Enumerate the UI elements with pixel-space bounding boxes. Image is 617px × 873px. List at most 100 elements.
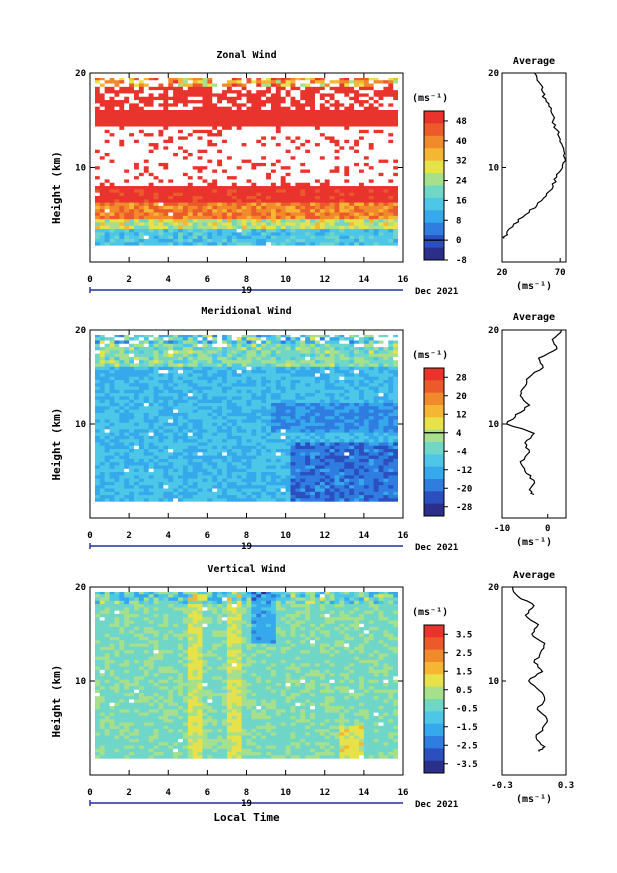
heatmap-cell (373, 96, 380, 101)
heatmap-cell (95, 494, 96, 499)
heatmap-cell (226, 119, 233, 124)
heatmap-cell (163, 376, 169, 380)
heatmap-cell (104, 478, 111, 482)
heatmap-cell (99, 102, 106, 107)
heatmap-cell (129, 349, 135, 354)
heatmap-cell (222, 135, 228, 140)
heatmap-cell (256, 96, 262, 101)
heatmap-cell (138, 385, 145, 390)
heatmap-cell (363, 182, 370, 187)
heatmap-cell (363, 172, 370, 177)
heatmap-cell (222, 149, 228, 153)
heatmap-cell (334, 235, 341, 239)
heatmap-cell (324, 218, 331, 223)
heatmap-cell (270, 235, 277, 239)
heatmap-cell (393, 106, 398, 110)
heatmap-cell (104, 353, 111, 357)
heatmap-cell (226, 132, 233, 137)
heatmap-cell (182, 125, 189, 130)
heatmap-cell (192, 86, 199, 91)
heatmap-cell (285, 135, 292, 140)
heatmap-cell (270, 78, 277, 81)
heatmap-cell (368, 231, 375, 236)
heatmap-cell (305, 106, 311, 110)
heatmap-cell (217, 349, 223, 354)
heatmap-cell (168, 478, 174, 482)
heatmap-cell (183, 73, 188, 77)
heatmap-cell (329, 182, 336, 187)
heatmap-cell (129, 481, 135, 486)
heatmap-cell (241, 112, 248, 117)
heatmap-cell (226, 448, 233, 453)
heatmap-cell (261, 218, 267, 223)
heatmap-cell (187, 142, 194, 147)
heatmap-cell (310, 211, 316, 216)
heatmap-cell (202, 415, 208, 420)
heatmap-cell (270, 132, 277, 137)
heatmap-cell (314, 115, 321, 120)
heatmap-cell (182, 115, 189, 120)
heatmap-cell (95, 441, 101, 446)
heatmap-cell (104, 135, 111, 140)
heatmap-cell (358, 102, 365, 107)
heatmap-cell (241, 215, 248, 220)
heatmap-cell (134, 448, 140, 453)
heatmap-cell (373, 178, 380, 183)
heatmap-cell (285, 149, 292, 153)
heatmap-cell (212, 112, 218, 117)
heatmap-cell (222, 353, 228, 357)
heatmap-cell (104, 112, 111, 117)
heatmap-cell (104, 215, 111, 220)
heatmap-cell (187, 428, 194, 433)
heatmap-cell (138, 343, 145, 348)
heatmap-cell (109, 175, 116, 180)
heatmap-cell (182, 445, 189, 450)
heatmap-cell (256, 109, 262, 114)
heatmap-cell (114, 142, 120, 147)
heatmap-cell (261, 102, 267, 107)
heatmap-cell (314, 119, 321, 124)
heatmap-cell (251, 145, 257, 150)
heatmap-cell (314, 221, 321, 226)
heatmap-cell (163, 139, 169, 144)
heatmap-cell (222, 92, 228, 97)
heatmap-cell (104, 395, 111, 400)
heatmap-cell (236, 112, 243, 117)
heatmap-cell (217, 208, 223, 213)
heatmap-cell (138, 353, 145, 357)
heatmap-cell (187, 339, 194, 344)
heatmap-cell (275, 172, 282, 177)
heatmap-cell (182, 106, 189, 110)
heatmap-cell (158, 205, 164, 210)
heatmap-cell (212, 425, 218, 430)
heatmap-cell (148, 353, 155, 357)
heatmap-cell (226, 415, 233, 420)
y-tick-label: 20 (75, 69, 86, 79)
heatmap-cell (393, 142, 398, 147)
heatmap-cell (129, 125, 135, 130)
heatmap-cell (143, 422, 150, 427)
heatmap-cell (246, 149, 252, 153)
heatmap-cell (202, 135, 208, 140)
heatmap-cell (124, 484, 130, 489)
heatmap-cell (148, 349, 155, 354)
heatmap-cell (212, 448, 218, 453)
heatmap-cell (197, 399, 204, 403)
heatmap-cell (212, 468, 218, 473)
heatmap-cell (226, 99, 233, 104)
heatmap-cell (251, 92, 257, 97)
heatmap-cell (192, 182, 199, 187)
heatmap-cell (192, 99, 199, 104)
heatmap-cell (202, 125, 208, 130)
heatmap-cell (148, 96, 155, 101)
heatmap-cell (99, 241, 106, 246)
heatmap-cell (349, 205, 355, 210)
heatmap-cell (197, 241, 204, 246)
heatmap-cell (163, 215, 169, 220)
heatmap-cell (329, 178, 336, 183)
heatmap-cell (143, 228, 150, 233)
heatmap-cell (251, 192, 257, 196)
heatmap-cell (261, 185, 267, 190)
heatmap-cell (95, 241, 101, 246)
heatmap-cell (182, 382, 189, 387)
